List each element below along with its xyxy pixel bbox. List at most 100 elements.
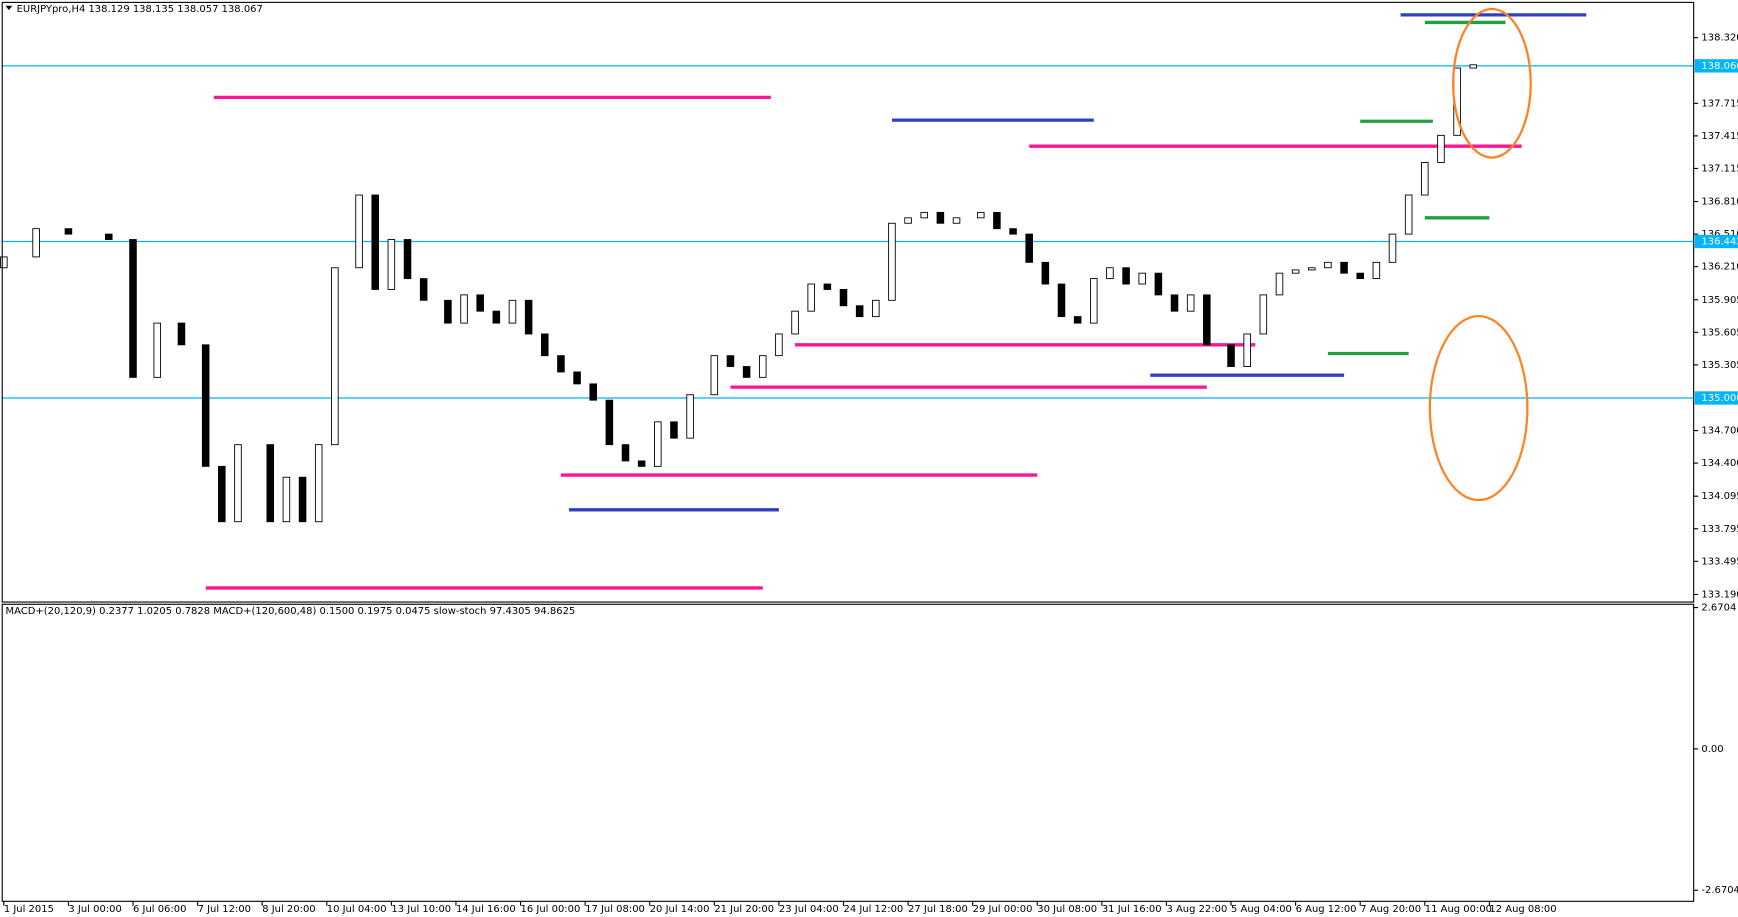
candle-body <box>1009 228 1017 235</box>
candle-body <box>1138 272 1146 285</box>
candle-body <box>1340 261 1348 274</box>
x-tick-label: 20 Jul 14:00 <box>650 904 710 915</box>
candle-body <box>129 239 137 378</box>
candle-body <box>1372 261 1381 280</box>
candle-body <box>403 239 412 280</box>
x-tick-label: 14 Jul 16:00 <box>456 904 516 915</box>
level-label: 136.442 <box>1701 236 1738 247</box>
candle-body <box>710 355 719 396</box>
candle-body <box>1421 162 1429 196</box>
y-tick-label: 134.400 <box>1701 458 1738 469</box>
candle-body <box>331 267 339 446</box>
candle-body <box>105 233 113 240</box>
x-tick-label: 3 Jul 00:00 <box>68 904 121 915</box>
candle-body <box>298 476 307 523</box>
y-tick-label: 136.810 <box>1701 197 1738 208</box>
candle-body <box>855 305 864 318</box>
candle-body <box>904 217 912 224</box>
candle-body <box>282 476 291 523</box>
price-panel: 138.320 137.715 137.415 137.115 136.810 136.5… <box>0 13 1738 600</box>
x-tick-label: 31 Jul 16:00 <box>1102 904 1162 915</box>
candle-body <box>1170 294 1179 312</box>
candle-body <box>573 371 581 385</box>
y-tick-label: 133.495 <box>1701 556 1738 567</box>
candle-body <box>621 444 630 462</box>
x-tick-label: 23 Jul 04:00 <box>779 904 839 915</box>
candle-body <box>153 322 162 378</box>
y-tick-label: 138.320 <box>1701 33 1738 44</box>
candle-body <box>460 294 468 324</box>
y-tick-label: 135.905 <box>1701 295 1738 306</box>
x-tick-label: 16 Jul 00:00 <box>521 904 581 915</box>
y-tick-label: 135.305 <box>1701 360 1738 371</box>
candle-body <box>177 322 186 346</box>
candle-body <box>1469 64 1478 69</box>
candle-body <box>419 278 428 301</box>
y-tick-label: 133.190 <box>1701 589 1738 600</box>
candle-body <box>670 421 678 439</box>
y-tick-label: 133.795 <box>1701 524 1738 535</box>
x-tick-label: 11 Aug 00:00 <box>1425 904 1492 915</box>
candle-body <box>557 355 565 373</box>
candle-body <box>1057 283 1066 318</box>
candle-body <box>234 444 242 523</box>
candle-body <box>758 355 767 378</box>
candle-body <box>605 399 614 446</box>
candle-body <box>201 344 210 467</box>
candle-body <box>218 465 226 523</box>
candle-body <box>1227 344 1235 367</box>
x-tick-label: 7 Aug 20:00 <box>1360 904 1421 915</box>
candle-body <box>266 444 275 523</box>
x-tick-label: 7 Jul 12:00 <box>198 904 251 915</box>
x-tick-label: 12 Aug 08:00 <box>1489 904 1556 915</box>
indicator-frame <box>1 603 1695 902</box>
candle-body <box>387 239 396 290</box>
highlight-ellipse <box>1452 7 1532 159</box>
candle-body <box>637 460 646 467</box>
candle-body <box>1259 294 1268 335</box>
x-tick-label: 3 Aug 22:00 <box>1166 904 1227 915</box>
candle-body <box>839 289 848 307</box>
candle-body <box>952 217 961 224</box>
candle-body <box>524 299 533 335</box>
candle-body <box>726 355 735 367</box>
candle-body <box>1437 134 1445 163</box>
x-tick-label: 10 Jul 04:00 <box>327 904 387 915</box>
candle-body <box>1186 294 1195 312</box>
y-tick-label: 136.510 <box>1701 229 1738 240</box>
y-tick-label: 0.00 <box>1701 744 1723 755</box>
candle-body <box>314 444 323 523</box>
candle-body <box>1275 272 1284 296</box>
candle-body <box>1154 272 1163 296</box>
candle-body <box>888 222 896 301</box>
x-tick-label: 6 Aug 12:00 <box>1296 904 1357 915</box>
candle-body <box>1106 267 1114 280</box>
y-tick-label: 137.115 <box>1701 163 1738 174</box>
indicator-panel: 2.6704 0.00 -2.6704 1 Jul 2015 3 Jul 00:00 6 … <box>3 603 1738 915</box>
candle-body <box>1356 272 1364 280</box>
menu-arrow[interactable] <box>5 5 13 11</box>
candle-body <box>541 333 549 357</box>
highlight-ellipse <box>1428 314 1529 502</box>
x-tick-label: 13 Jul 10:00 <box>391 904 451 915</box>
candle-body <box>1308 267 1316 271</box>
x-tick-label: 1 Jul 2015 <box>4 904 54 915</box>
x-tick-label: 17 Jul 08:00 <box>585 904 645 915</box>
x-tick-label: 29 Jul 00:00 <box>973 904 1033 915</box>
candle-body <box>1404 194 1413 235</box>
level-label: 135.000 <box>1701 393 1738 404</box>
price-title: EURJPYpro,H4 138.129 138.135 138.057 138… <box>17 4 263 15</box>
x-tick-label: 8 Jul 20:00 <box>262 904 315 915</box>
candle-body <box>64 228 73 235</box>
candle-body <box>1041 261 1050 285</box>
candle-body <box>1291 269 1300 274</box>
y-tick-label: 137.415 <box>1701 131 1738 142</box>
candle-body <box>823 283 832 290</box>
x-tick-label: 21 Jul 20:00 <box>714 904 774 915</box>
candle-body <box>993 211 1001 230</box>
candle-body <box>476 294 484 312</box>
level-label-box <box>1694 391 1738 405</box>
candle-body <box>872 299 880 318</box>
price-frame <box>1 1 1695 603</box>
